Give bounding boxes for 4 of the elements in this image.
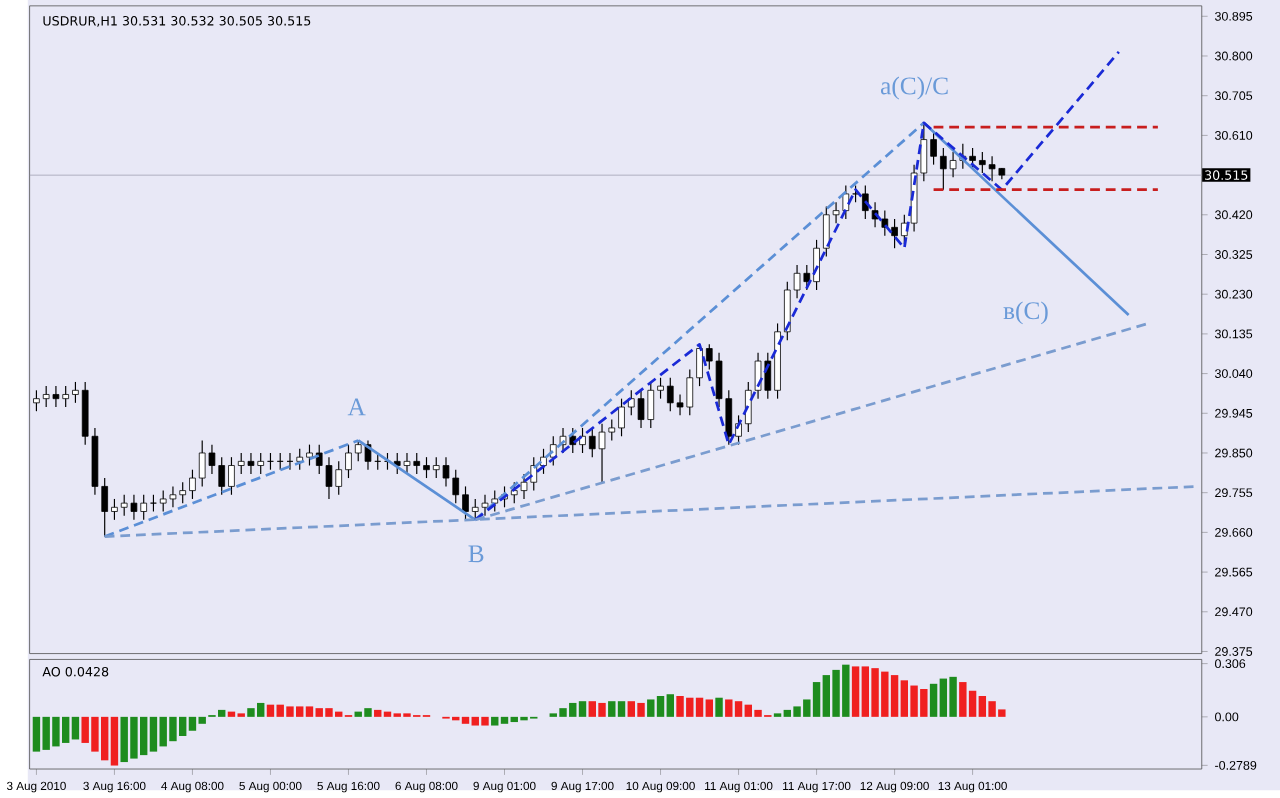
annotation: в(C) bbox=[1003, 300, 1048, 324]
annotation: A bbox=[347, 397, 366, 415]
annotation: a(C)/C bbox=[880, 76, 948, 100]
annotation: B bbox=[468, 545, 484, 562]
